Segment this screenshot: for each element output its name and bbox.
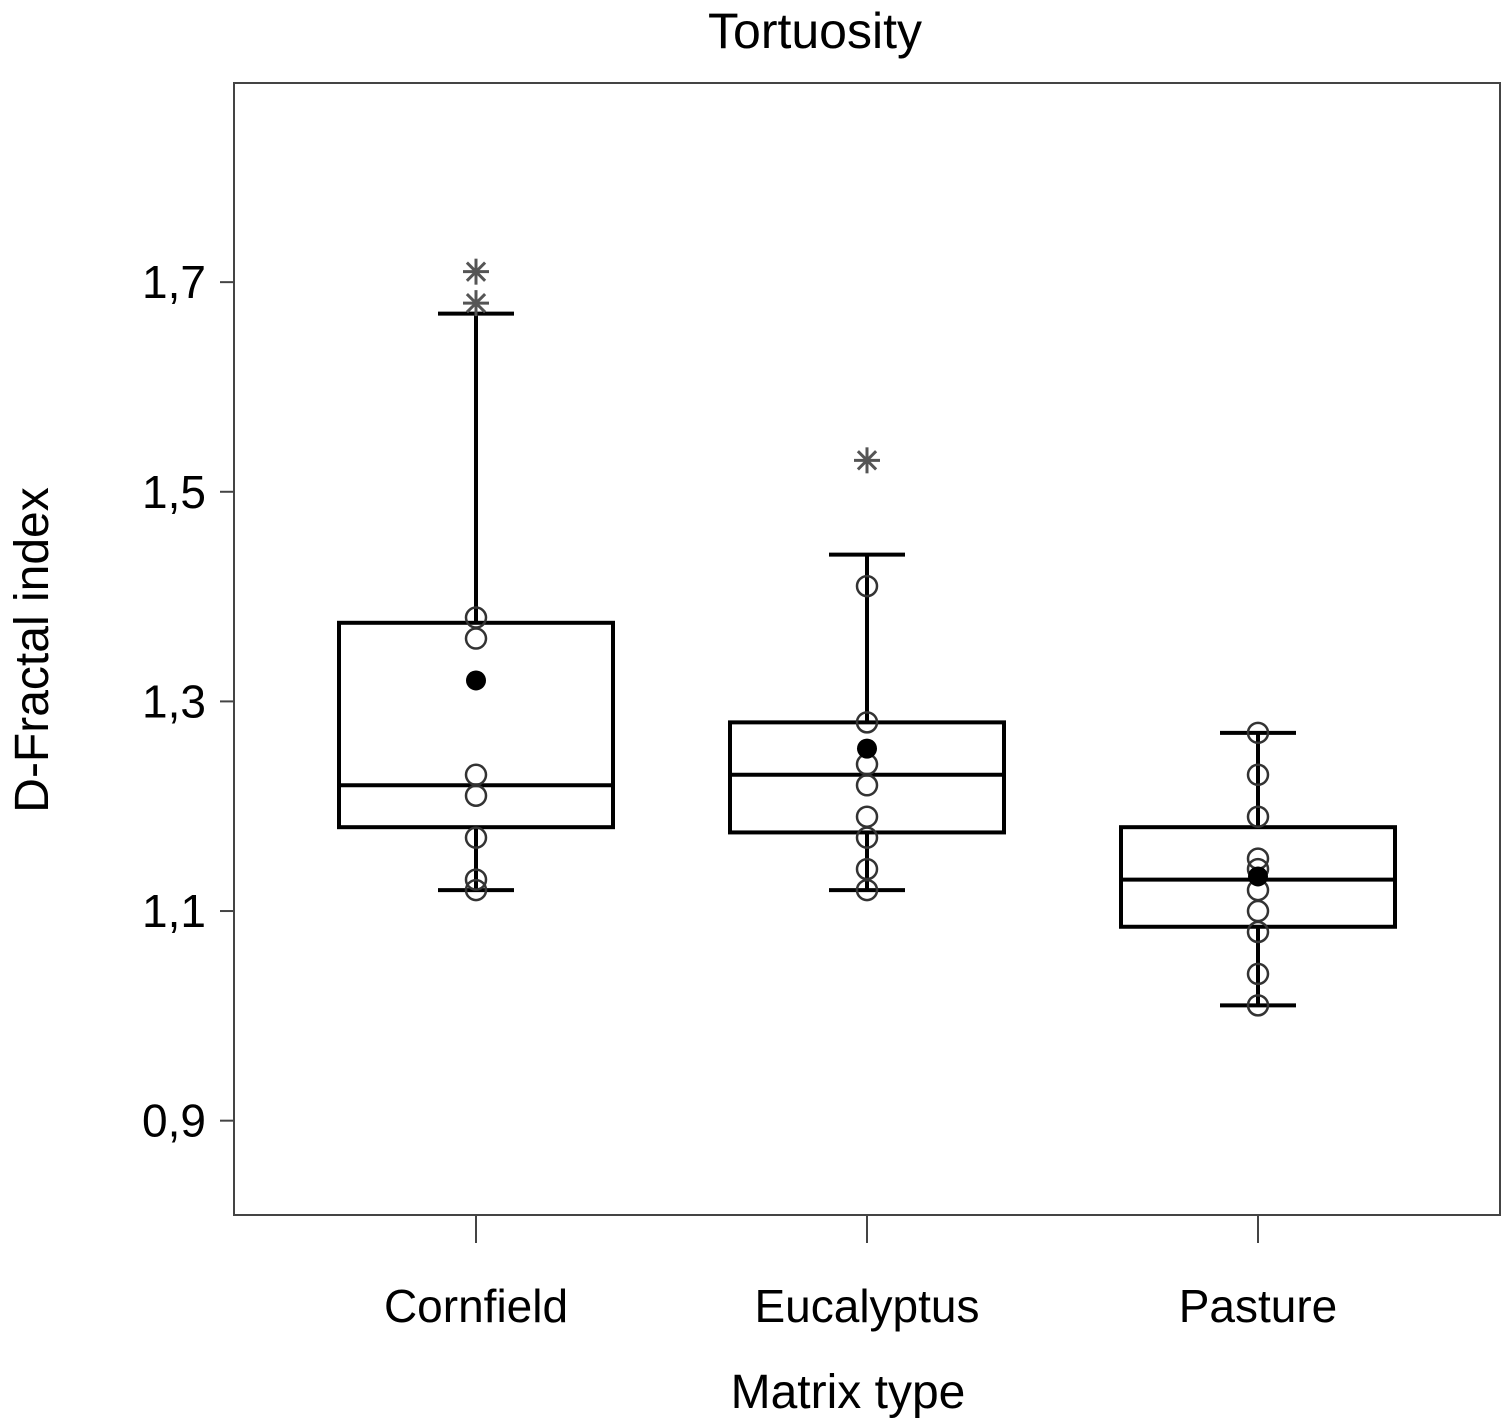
data-point [855, 878, 879, 902]
y-tick-label: 1,5 [142, 466, 206, 518]
boxes-layer [337, 258, 1397, 1017]
data-point [1246, 721, 1270, 745]
data-point [1246, 805, 1270, 828]
data-point [464, 784, 488, 807]
data-point [855, 774, 879, 797]
x-tick-label: Pasture [1179, 1280, 1338, 1332]
outlier-stroke [465, 261, 487, 282]
outlier-stroke [856, 450, 878, 471]
data-point [855, 826, 879, 849]
box-group [728, 447, 1006, 902]
data-point [464, 868, 488, 891]
box-group [1119, 721, 1397, 1017]
y-tick-label: 0,9 [142, 1095, 206, 1147]
outlier-marker [854, 447, 880, 474]
data-point [1246, 763, 1270, 787]
y-axis: 0,9 1,1 1,3 1,5 1,7 [142, 256, 234, 1147]
data-point [464, 627, 488, 650]
data-point [464, 878, 488, 902]
outlier-stroke [465, 292, 487, 314]
data-point [1246, 962, 1270, 986]
data-point [1246, 920, 1270, 944]
box-iqr [337, 620, 615, 830]
mean-marker [466, 670, 486, 691]
x-axis-label: Matrix type [731, 1366, 966, 1419]
data-point [855, 574, 879, 598]
y-axis-label: D-Fractal index [6, 487, 59, 812]
data-point [1246, 994, 1270, 1017]
mean-marker [1248, 866, 1268, 887]
y-tick-label: 1,3 [142, 675, 206, 727]
x-axis: Cornfield Eucalyptus Pasture [384, 1215, 1337, 1332]
chart-title: Tortuosity [708, 3, 922, 59]
outlier-marker [463, 290, 489, 317]
box-group [337, 258, 615, 902]
x-tick-label: Cornfield [384, 1280, 568, 1332]
y-tick-label: 1,1 [142, 885, 206, 937]
data-point [464, 826, 488, 849]
x-tick-label: Eucalyptus [754, 1280, 979, 1332]
y-tick-label: 1,7 [142, 256, 206, 308]
outlier-marker [463, 258, 489, 285]
data-point [855, 711, 879, 734]
mean-marker [857, 738, 877, 759]
